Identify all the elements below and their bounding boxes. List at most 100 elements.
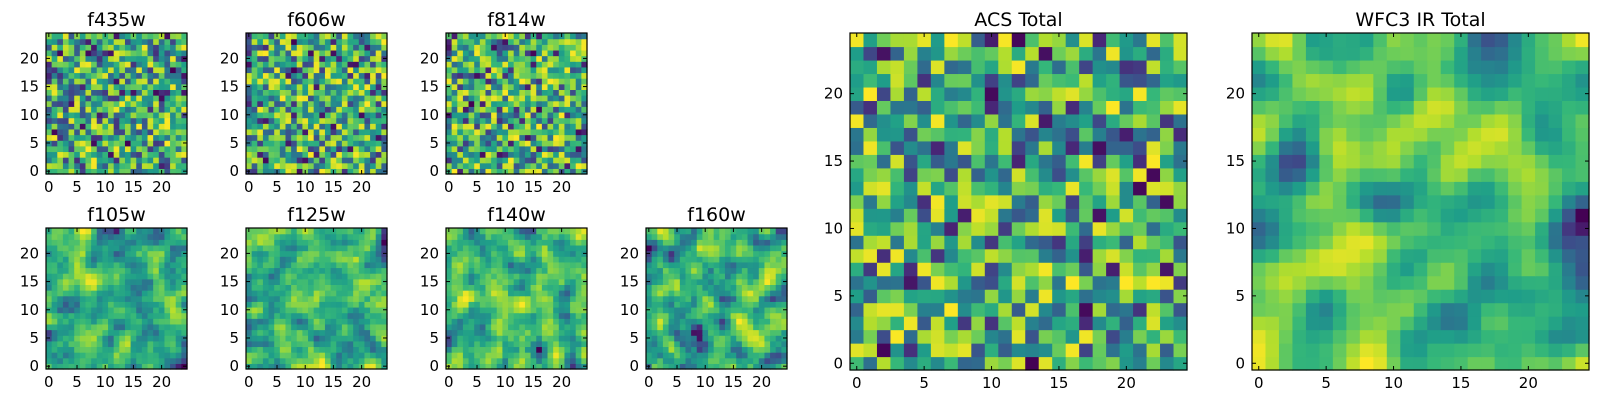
heatmap-cell — [164, 72, 171, 79]
heatmap-cell — [502, 106, 509, 113]
heatmap-cell — [324, 273, 332, 280]
heatmap-cell — [375, 111, 382, 119]
heatmap-cell — [57, 352, 64, 359]
heatmap-cell — [570, 256, 577, 263]
heatmap-cell — [1052, 235, 1067, 250]
heatmap-cell — [764, 346, 771, 353]
heatmap-cell — [462, 340, 470, 348]
heatmap-cell — [91, 44, 98, 51]
heatmap-cell — [696, 346, 703, 353]
heatmap-cell — [736, 278, 743, 285]
heatmap-cell — [668, 352, 675, 359]
heatmap-cell — [581, 284, 588, 291]
heatmap-cell — [496, 140, 503, 147]
heatmap-cell — [181, 323, 188, 331]
heatmap-cell — [775, 318, 782, 325]
heatmap-cell — [330, 340, 337, 348]
heatmap-cell — [485, 128, 492, 136]
heatmap-cell — [553, 340, 560, 348]
heatmap-cell — [91, 168, 98, 175]
heatmap-cell — [1011, 208, 1026, 223]
heatmap-cell — [679, 329, 687, 336]
heatmap-cell — [319, 306, 326, 314]
heatmap-cell — [890, 235, 905, 250]
heatmap-cell — [246, 151, 253, 158]
heatmap-cell — [124, 295, 132, 302]
heatmap-cell — [181, 89, 188, 96]
heatmap-cell — [1133, 221, 1148, 236]
heatmap-cell — [519, 363, 526, 370]
heatmap-cell — [524, 318, 532, 325]
x-tick-label: 5 — [272, 373, 282, 391]
heatmap-cell — [581, 106, 588, 113]
heatmap-cell — [85, 145, 92, 153]
heatmap-cell — [124, 346, 132, 353]
heatmap-cell — [164, 61, 171, 68]
heatmap-cell — [702, 267, 709, 274]
heatmap-cell — [553, 278, 560, 285]
heatmap-cell — [102, 301, 109, 308]
heatmap-cell — [285, 284, 292, 291]
heatmap-cell — [285, 145, 292, 153]
heatmap-cell — [508, 111, 515, 119]
heatmap-cell — [668, 228, 675, 235]
heatmap-cell — [108, 256, 115, 263]
heatmap-cell — [547, 357, 554, 364]
heatmap-cell — [330, 162, 337, 169]
heatmap-cell — [113, 111, 120, 119]
heatmap-cell — [674, 329, 681, 336]
heatmap-cell — [519, 306, 526, 314]
heatmap-cell — [375, 273, 382, 280]
heatmap-cell — [570, 318, 577, 325]
x-tick-label: 20 — [552, 373, 571, 391]
heatmap-cell — [319, 134, 326, 141]
heatmap-cell — [474, 123, 481, 130]
heatmap-cell — [513, 111, 520, 119]
heatmap-cell — [536, 66, 543, 74]
heatmap-cell — [130, 128, 137, 136]
heatmap-cell — [457, 329, 464, 336]
heatmap-cell — [279, 78, 287, 85]
heatmap-cell — [479, 78, 487, 85]
heatmap-cell — [890, 181, 905, 196]
heatmap-cell — [147, 38, 154, 45]
heatmap-cell — [46, 61, 53, 68]
heatmap-cell — [474, 335, 481, 342]
heatmap-cell — [353, 72, 360, 79]
heatmap-cell — [564, 162, 571, 169]
heatmap-cell — [524, 61, 532, 68]
heatmap-cell — [313, 151, 320, 158]
heatmap-cell — [479, 340, 487, 348]
heatmap-cell — [85, 295, 92, 302]
heatmap-cell — [451, 301, 458, 308]
heatmap-cell — [181, 340, 188, 348]
heatmap-cell — [136, 162, 143, 169]
heatmap-cell — [279, 256, 287, 263]
heatmap-cell — [446, 329, 453, 336]
heatmap-cell — [468, 111, 475, 119]
heatmap-cell — [547, 261, 554, 269]
heatmap-cell — [1146, 167, 1161, 182]
heatmap-cell — [657, 306, 664, 314]
heatmap-cell — [102, 267, 109, 274]
heatmap-cell — [181, 261, 188, 269]
heatmap-cell — [564, 256, 571, 263]
heatmap-cell — [347, 123, 354, 130]
x-tick-label: 0 — [444, 178, 454, 196]
heatmap-cell — [85, 168, 92, 175]
heatmap-cell — [679, 312, 687, 319]
heatmap-cell — [485, 123, 492, 130]
heatmap-cell — [646, 233, 653, 240]
heatmap-cell — [713, 244, 720, 252]
heatmap-cell — [85, 55, 92, 62]
heatmap-cell — [547, 128, 554, 136]
heatmap-cell — [141, 38, 149, 45]
heatmap-cell — [547, 340, 554, 348]
heatmap-cell — [702, 329, 709, 336]
heatmap-cell — [330, 66, 337, 74]
heatmap-cell — [51, 33, 58, 40]
heatmap-cell — [668, 312, 675, 319]
heatmap-cell — [124, 323, 132, 331]
heatmap-cell — [1119, 248, 1134, 263]
heatmap-cell — [547, 335, 554, 342]
